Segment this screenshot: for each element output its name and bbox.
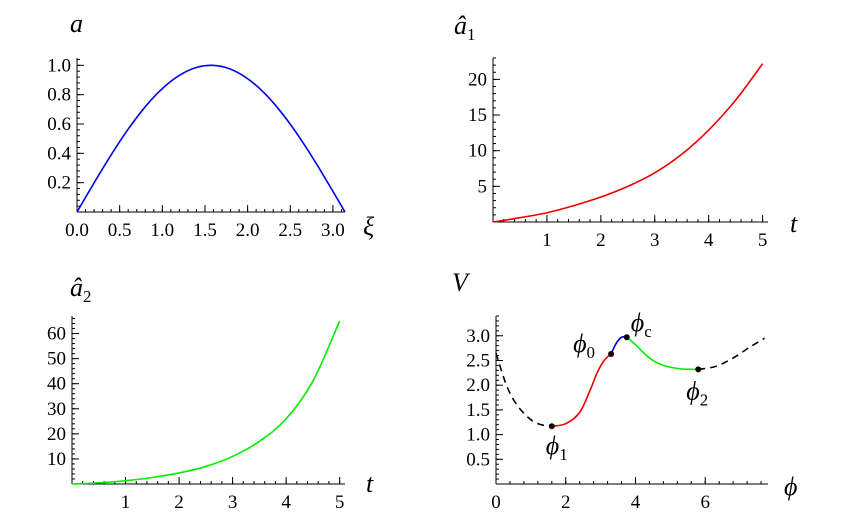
panel-V-xlabel: ϕ	[784, 472, 797, 501]
a2-x-tick-label: 1	[121, 492, 131, 513]
V-y-tick-label: 2.5	[466, 350, 490, 371]
a-x-tick-label: 0.0	[65, 220, 89, 241]
a-x-tick-label: 2.5	[278, 220, 302, 241]
a1-x-tick-label: 3	[650, 230, 660, 251]
panel-V-title: V	[452, 268, 471, 297]
a1-y-tick-label: 5	[478, 176, 488, 197]
a-y-tick-label: 1.0	[47, 55, 71, 76]
phi-c-label-sub: c	[644, 322, 652, 341]
V-series-line	[551, 353, 612, 427]
V-series-line	[495, 352, 552, 427]
a-x-tick-label: 0.5	[108, 220, 132, 241]
panel-a2-title-sub: 2	[83, 287, 92, 306]
a2-y-tick-label: 10	[47, 449, 66, 470]
panel-a1-xlabel: t	[790, 209, 798, 238]
a-y-tick-label: 0.6	[47, 114, 71, 135]
a1-y-tick-label: 15	[468, 105, 487, 126]
a2-series-line	[71, 320, 341, 485]
panel-a-xlabel: ξ	[363, 212, 375, 241]
panel-a-title: a	[70, 9, 83, 38]
V-y-tick-label: 2.0	[466, 375, 490, 396]
V-y-tick-label: 0.5	[466, 449, 490, 470]
phi-0-label-main: ϕ	[573, 329, 586, 358]
phi-c-point	[623, 334, 630, 341]
a-series-line	[76, 64, 346, 213]
phi-1-label-main: ϕ	[546, 431, 559, 460]
a-x-tick-label: 2.0	[236, 220, 260, 241]
V-x-tick-label: 0	[491, 492, 501, 513]
a-y-tick-label: 0.4	[47, 143, 71, 164]
V-x-tick-label: 2	[561, 492, 571, 513]
phi-2-label: ϕ2	[686, 376, 708, 409]
a2-y-tick-label: 60	[47, 324, 66, 345]
a1-y-tick-label: 20	[468, 69, 487, 90]
a-x-tick-label: 3.0	[321, 220, 345, 241]
a-x-tick-label: 1.5	[193, 220, 217, 241]
phi-2-point	[695, 366, 702, 373]
a2-y-tick-label: 50	[47, 349, 66, 370]
a2-y-tick-label: 30	[47, 399, 66, 420]
phi-2-label-sub: 2	[700, 390, 709, 409]
a2-x-tick-label: 2	[174, 492, 184, 513]
a-y-tick-label: 0.8	[47, 85, 71, 106]
panel-a2-xlabel: t	[366, 469, 374, 498]
V-x-tick-label: 4	[631, 492, 641, 513]
a1-series-line	[492, 63, 764, 223]
V-series-line	[610, 336, 627, 355]
phi-0-point	[608, 351, 615, 358]
panel-a1-title-sub: 1	[467, 25, 476, 44]
phi-1-label: ϕ1	[546, 431, 568, 464]
a1-x-tick-label: 1	[542, 230, 552, 251]
a-y-tick-label: 0.2	[47, 173, 71, 194]
a-x-tick-label: 1.0	[150, 220, 174, 241]
phi-c-label-main: ϕ	[631, 308, 644, 337]
V-x-tick-label: 6	[700, 492, 710, 513]
a2-y-tick-label: 40	[47, 374, 66, 395]
a1-x-tick-label: 2	[596, 230, 606, 251]
phi-c-label: ϕc	[631, 308, 652, 341]
a2-x-tick-label: 3	[228, 492, 238, 513]
phi-0-label-sub: 0	[587, 343, 596, 362]
panel-a2-title-main: â	[70, 273, 83, 302]
a1-x-tick-label: 4	[704, 230, 714, 251]
V-series-line	[698, 337, 765, 371]
V-y-tick-label: 3.0	[466, 326, 490, 347]
a1-y-tick-label: 10	[468, 141, 487, 162]
phi-2-label-main: ϕ	[686, 376, 699, 405]
a2-x-tick-label: 5	[335, 492, 345, 513]
panel-a1-title-main: â	[454, 11, 467, 40]
phi-1-label-sub: 1	[559, 445, 568, 464]
phi-1-point	[548, 423, 555, 430]
a1-x-tick-label: 5	[758, 230, 768, 251]
V-series-line	[626, 336, 699, 371]
a2-y-tick-label: 20	[47, 424, 66, 445]
a2-x-tick-label: 4	[281, 492, 291, 513]
V-y-tick-label: 1.0	[466, 425, 490, 446]
phi-0-label: ϕ0	[573, 329, 595, 362]
panel-a1-title: â1	[454, 11, 476, 44]
panel-a: a ξ 0.0 0.5 1.0 1.5 2.0 2.5 3.0 0.2 0.4 0.6 0.8 1.0	[47, 9, 375, 241]
V-y-tick-label: 1.5	[466, 400, 490, 421]
panel-a2-title: â2	[70, 273, 92, 306]
